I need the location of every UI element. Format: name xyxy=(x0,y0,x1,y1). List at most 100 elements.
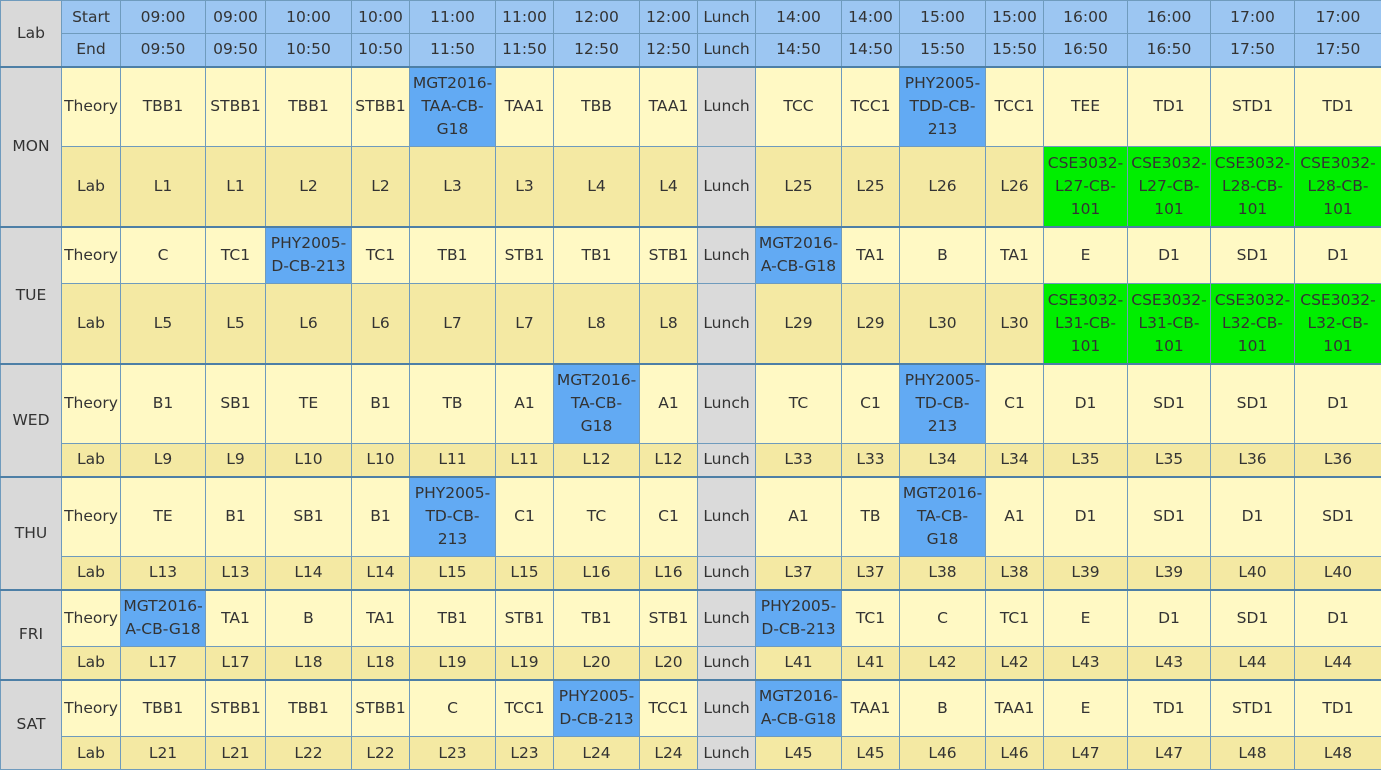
lab-slot[interactable]: L2 xyxy=(266,147,352,227)
lab-slot[interactable]: L39 xyxy=(1044,557,1128,590)
lab-slot[interactable]: L18 xyxy=(266,647,352,680)
lab-slot[interactable]: L16 xyxy=(554,557,640,590)
selected-theory-slot[interactable]: PHY2005-D-CB-213 xyxy=(266,227,352,284)
lab-slot[interactable]: L8 xyxy=(554,284,640,364)
lab-slot[interactable]: L41 xyxy=(756,647,842,680)
theory-slot[interactable]: TEE xyxy=(1044,67,1128,147)
lab-slot[interactable]: L5 xyxy=(121,284,206,364)
lab-slot[interactable]: L13 xyxy=(121,557,206,590)
theory-slot[interactable]: TA1 xyxy=(842,227,900,284)
lab-slot[interactable]: L34 xyxy=(900,444,986,477)
theory-slot[interactable]: TD1 xyxy=(1128,67,1211,147)
theory-slot[interactable]: TAA1 xyxy=(496,67,554,147)
theory-slot[interactable]: A1 xyxy=(756,477,842,557)
theory-slot[interactable]: C1 xyxy=(842,364,900,444)
lab-slot[interactable]: L36 xyxy=(1211,444,1295,477)
selected-lab-slot[interactable]: CSE3032-L31-CB-101 xyxy=(1128,284,1211,364)
theory-slot[interactable]: TBB1 xyxy=(266,680,352,737)
theory-slot[interactable]: C xyxy=(900,590,986,647)
selected-lab-slot[interactable]: CSE3032-L32-CB-101 xyxy=(1295,284,1381,364)
lab-slot[interactable]: L8 xyxy=(640,284,698,364)
lab-slot[interactable]: L3 xyxy=(410,147,496,227)
theory-slot[interactable]: C1 xyxy=(986,364,1044,444)
theory-slot[interactable]: B xyxy=(900,680,986,737)
theory-slot[interactable]: TB xyxy=(842,477,900,557)
theory-slot[interactable]: SD1 xyxy=(1211,364,1295,444)
selected-theory-slot[interactable]: PHY2005-D-CB-213 xyxy=(756,590,842,647)
lab-slot[interactable]: L17 xyxy=(206,647,266,680)
selected-theory-slot[interactable]: MGT2016-TAA-CB-G18 xyxy=(410,67,496,147)
lab-slot[interactable]: L46 xyxy=(986,737,1044,770)
theory-slot[interactable]: STD1 xyxy=(1211,67,1295,147)
theory-slot[interactable]: E xyxy=(1044,680,1128,737)
lab-slot[interactable]: L46 xyxy=(900,737,986,770)
theory-slot[interactable]: TC1 xyxy=(986,590,1044,647)
lab-slot[interactable]: L29 xyxy=(842,284,900,364)
lab-slot[interactable]: L42 xyxy=(900,647,986,680)
theory-slot[interactable]: SB1 xyxy=(206,364,266,444)
lab-slot[interactable]: L22 xyxy=(352,737,410,770)
theory-slot[interactable]: TBB1 xyxy=(121,67,206,147)
lab-slot[interactable]: L13 xyxy=(206,557,266,590)
lab-slot[interactable]: L11 xyxy=(410,444,496,477)
theory-slot[interactable]: TB1 xyxy=(554,227,640,284)
lab-slot[interactable]: L18 xyxy=(352,647,410,680)
theory-slot[interactable]: D1 xyxy=(1044,477,1128,557)
theory-slot[interactable]: B1 xyxy=(352,477,410,557)
lab-slot[interactable]: L23 xyxy=(410,737,496,770)
theory-slot[interactable]: C1 xyxy=(640,477,698,557)
lab-slot[interactable]: L24 xyxy=(554,737,640,770)
lab-slot[interactable]: L43 xyxy=(1128,647,1211,680)
lab-slot[interactable]: L25 xyxy=(842,147,900,227)
selected-lab-slot[interactable]: CSE3032-L27-CB-101 xyxy=(1128,147,1211,227)
theory-slot[interactable]: STBB1 xyxy=(352,67,410,147)
theory-slot[interactable]: TCC1 xyxy=(986,67,1044,147)
lab-slot[interactable]: L23 xyxy=(496,737,554,770)
theory-slot[interactable]: C xyxy=(410,680,496,737)
theory-slot[interactable]: SB1 xyxy=(266,477,352,557)
theory-slot[interactable]: STB1 xyxy=(640,590,698,647)
lab-slot[interactable]: L12 xyxy=(554,444,640,477)
lab-slot[interactable]: L39 xyxy=(1128,557,1211,590)
lab-slot[interactable]: L42 xyxy=(986,647,1044,680)
lab-slot[interactable]: L2 xyxy=(352,147,410,227)
theory-slot[interactable]: TB1 xyxy=(410,227,496,284)
lab-slot[interactable]: L1 xyxy=(206,147,266,227)
lab-slot[interactable]: L47 xyxy=(1128,737,1211,770)
theory-slot[interactable]: STBB1 xyxy=(206,680,266,737)
theory-slot[interactable]: STD1 xyxy=(1211,680,1295,737)
lab-slot[interactable]: L14 xyxy=(266,557,352,590)
theory-slot[interactable]: D1 xyxy=(1295,227,1381,284)
theory-slot[interactable]: TCC1 xyxy=(496,680,554,737)
selected-theory-slot[interactable]: PHY2005-TDD-CB-213 xyxy=(900,67,986,147)
theory-slot[interactable]: TA1 xyxy=(986,227,1044,284)
theory-slot[interactable]: STB1 xyxy=(496,590,554,647)
lab-slot[interactable]: L25 xyxy=(756,147,842,227)
theory-slot[interactable]: SD1 xyxy=(1128,477,1211,557)
theory-slot[interactable]: A1 xyxy=(496,364,554,444)
lab-slot[interactable]: L36 xyxy=(1295,444,1381,477)
lab-slot[interactable]: L41 xyxy=(842,647,900,680)
lab-slot[interactable]: L29 xyxy=(756,284,842,364)
lab-slot[interactable]: L37 xyxy=(842,557,900,590)
theory-slot[interactable]: TA1 xyxy=(352,590,410,647)
lab-slot[interactable]: L21 xyxy=(206,737,266,770)
theory-slot[interactable]: D1 xyxy=(1128,227,1211,284)
selected-theory-slot[interactable]: MGT2016-A-CB-G18 xyxy=(121,590,206,647)
lab-slot[interactable]: L48 xyxy=(1295,737,1381,770)
theory-slot[interactable]: TBB xyxy=(554,67,640,147)
theory-slot[interactable]: C1 xyxy=(496,477,554,557)
lab-slot[interactable]: L20 xyxy=(554,647,640,680)
lab-slot[interactable]: L30 xyxy=(986,284,1044,364)
theory-slot[interactable]: SD1 xyxy=(1211,227,1295,284)
lab-slot[interactable]: L40 xyxy=(1211,557,1295,590)
lab-slot[interactable]: L35 xyxy=(1044,444,1128,477)
lab-slot[interactable]: L38 xyxy=(986,557,1044,590)
selected-lab-slot[interactable]: CSE3032-L28-CB-101 xyxy=(1211,147,1295,227)
theory-slot[interactable]: D1 xyxy=(1211,477,1295,557)
lab-slot[interactable]: L24 xyxy=(640,737,698,770)
lab-slot[interactable]: L26 xyxy=(900,147,986,227)
lab-slot[interactable]: L48 xyxy=(1211,737,1295,770)
theory-slot[interactable]: TC xyxy=(554,477,640,557)
lab-slot[interactable]: L4 xyxy=(554,147,640,227)
